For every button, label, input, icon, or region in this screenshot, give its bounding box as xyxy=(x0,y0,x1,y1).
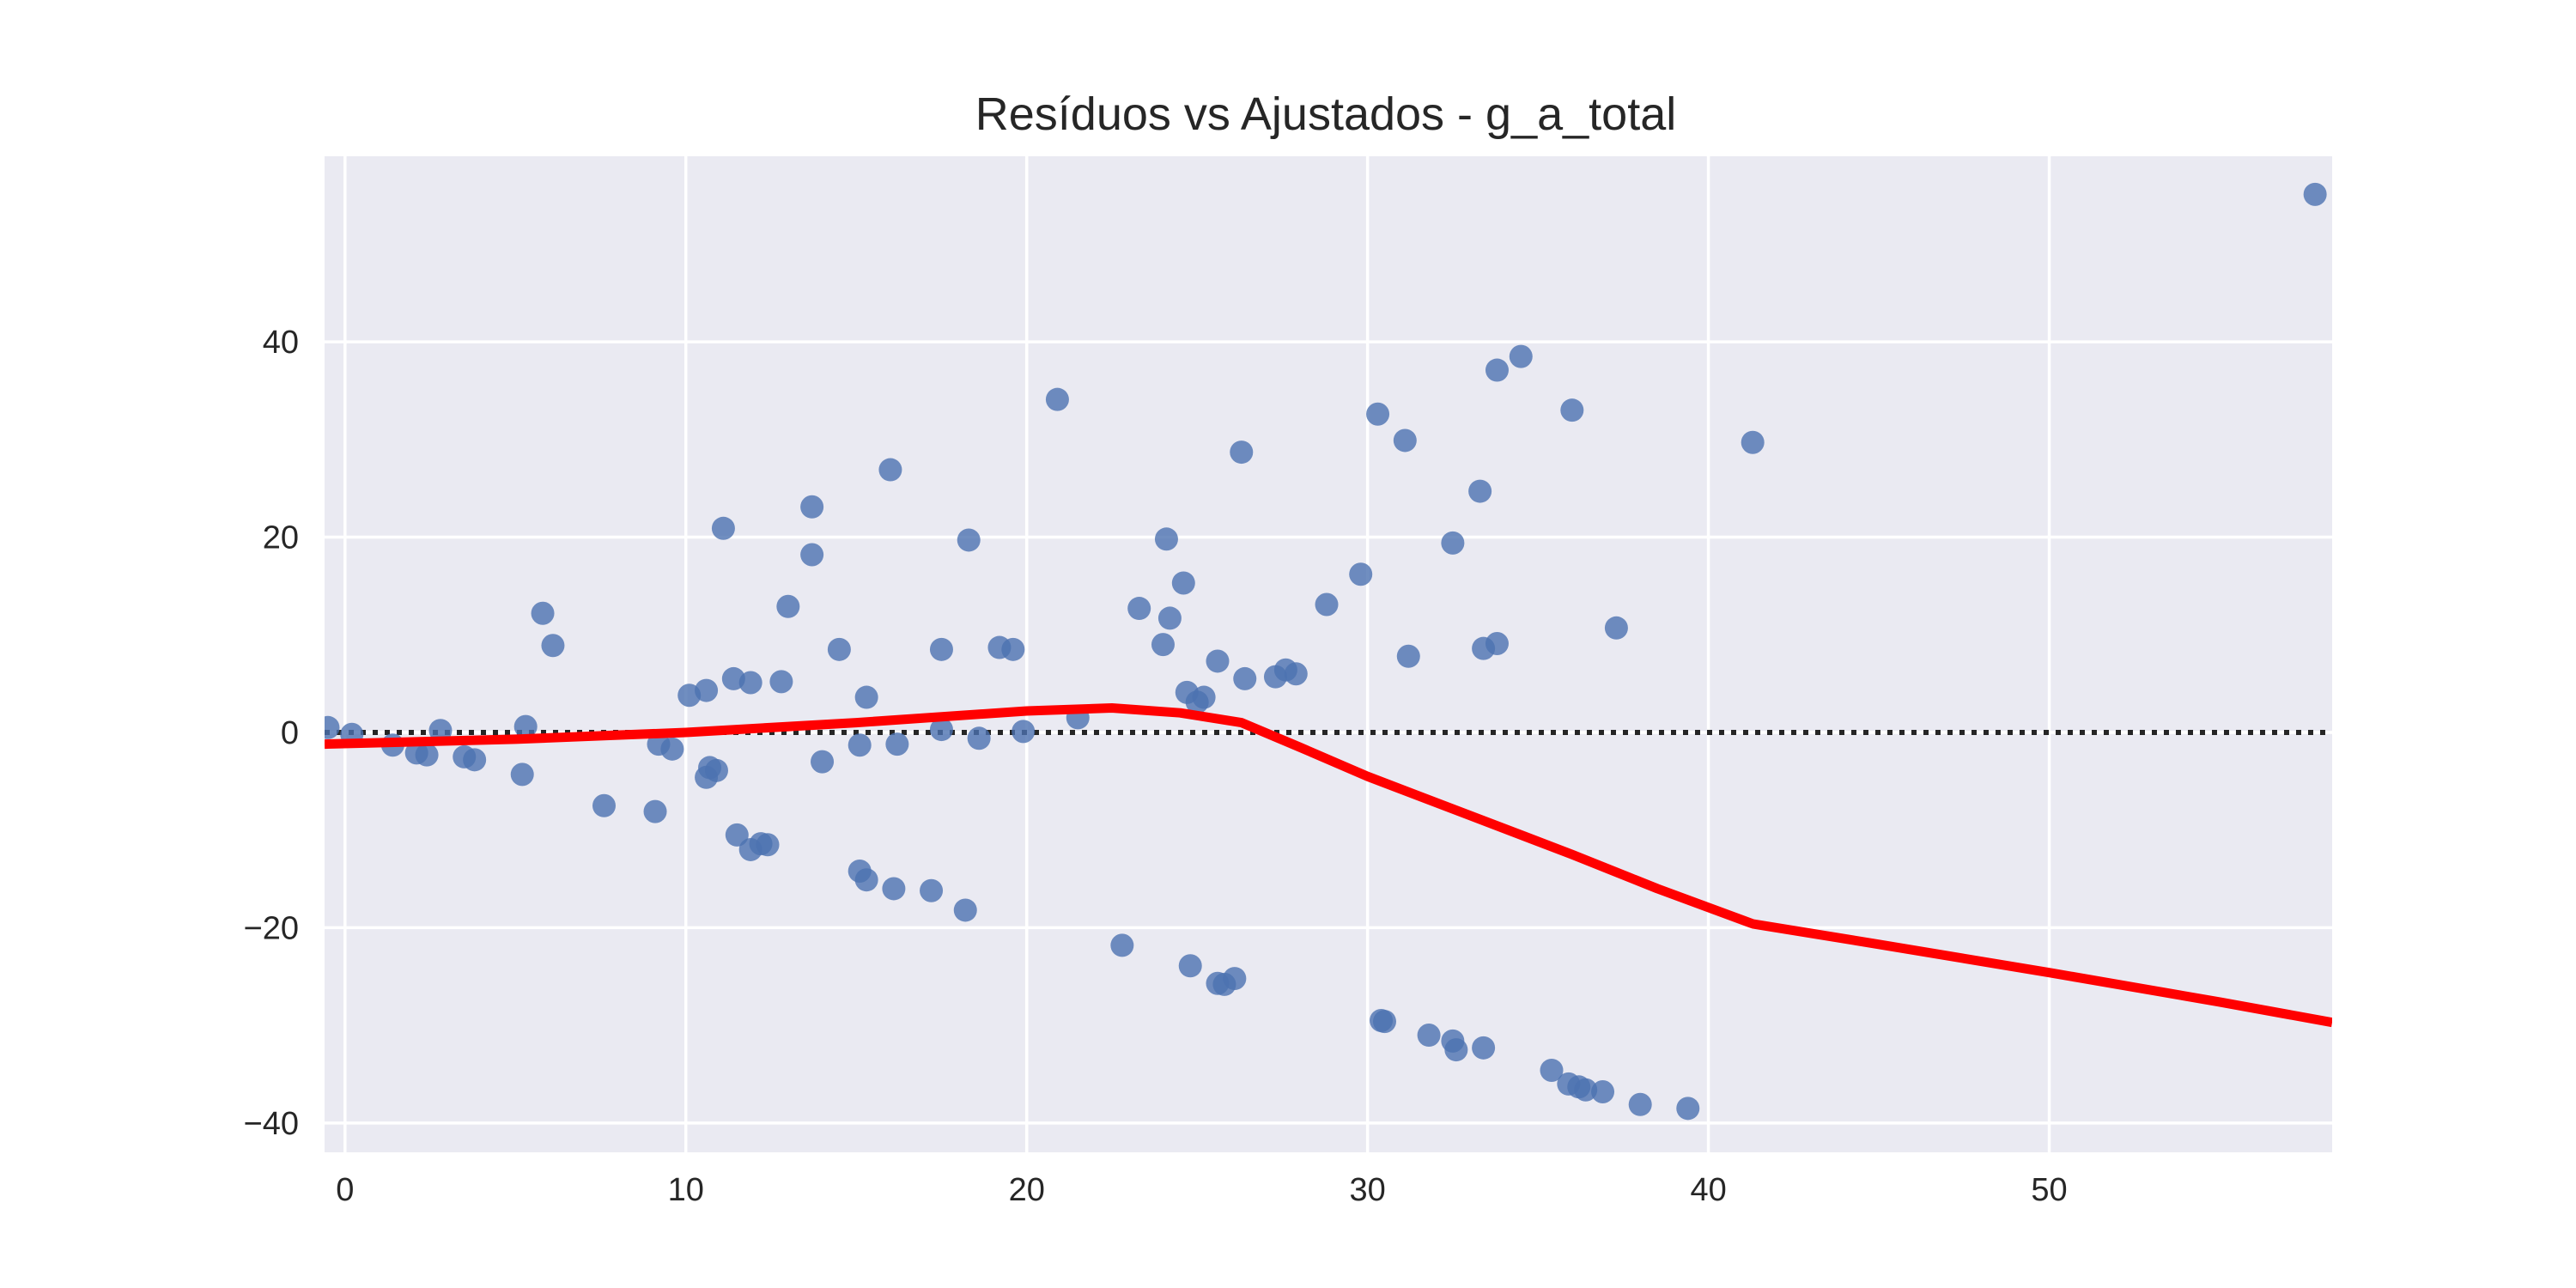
scatter-point xyxy=(695,678,719,702)
scatter-point xyxy=(415,743,439,767)
x-tick-label: 40 xyxy=(1690,1172,1726,1208)
scatter-point xyxy=(1154,527,1178,551)
x-tick-label: 50 xyxy=(2031,1172,2067,1208)
residual-points xyxy=(325,182,2327,1121)
scatter-point xyxy=(1676,1097,1700,1121)
scatter-point xyxy=(1574,1078,1598,1102)
scatter-point xyxy=(513,714,538,738)
scatter-point xyxy=(704,758,728,782)
scatter-point xyxy=(953,898,977,922)
scatter-point xyxy=(1045,387,1069,411)
scatter-point xyxy=(1396,644,1420,668)
scatter-point xyxy=(1284,662,1308,686)
scatter-point xyxy=(1485,631,1509,655)
scatter-point xyxy=(1012,720,1036,744)
scatter-point xyxy=(738,671,762,695)
scatter-point xyxy=(1127,597,1151,621)
y-tick-label: 20 xyxy=(263,520,299,556)
y-tick-label: −20 xyxy=(244,910,299,946)
scatter-point xyxy=(885,732,909,756)
scatter-point xyxy=(592,793,616,817)
y-tick-label: 40 xyxy=(263,325,299,361)
scatter-point xyxy=(848,733,872,757)
scatter-point xyxy=(1441,531,1465,555)
scatter-point xyxy=(1233,666,1257,690)
x-axis-ticks: 0 10 20 30 40 50 xyxy=(336,1172,2067,1208)
scatter-point xyxy=(510,762,534,787)
scatter-point xyxy=(1157,606,1182,630)
scatter-point xyxy=(800,543,824,567)
scatter-point xyxy=(1560,398,1584,422)
scatter-point xyxy=(725,823,749,847)
scatter-point xyxy=(428,719,453,743)
x-tick-label: 30 xyxy=(1350,1172,1386,1208)
y-tick-label: −40 xyxy=(244,1106,299,1142)
scatter-point xyxy=(541,634,565,658)
x-tick-label: 10 xyxy=(668,1172,704,1208)
scatter-point xyxy=(1417,1024,1441,1048)
scatter-point xyxy=(1206,649,1230,673)
plot-area xyxy=(325,156,2332,1152)
scatter-point xyxy=(1372,1010,1396,1034)
scatter-point xyxy=(1444,1038,1468,1062)
scatter-point xyxy=(1230,440,1254,465)
scatter-point xyxy=(878,458,902,482)
scatter-point xyxy=(711,516,735,540)
y-tick-label: 0 xyxy=(281,715,299,751)
scatter-point xyxy=(1178,954,1202,978)
scatter-point xyxy=(531,601,555,625)
scatter-point xyxy=(854,685,878,709)
x-tick-label: 20 xyxy=(1009,1172,1045,1208)
scatter-point xyxy=(957,528,981,552)
scatter-point xyxy=(1741,430,1765,454)
scatter-point xyxy=(756,833,780,857)
scatter-point xyxy=(920,878,944,902)
scatter-point xyxy=(967,726,991,750)
scatter-point xyxy=(1110,933,1134,957)
x-tick-label: 0 xyxy=(336,1172,354,1208)
scatter-point xyxy=(776,594,800,618)
scatter-point xyxy=(1468,479,1492,503)
scatter-point xyxy=(1366,402,1390,426)
scatter-point xyxy=(643,799,667,823)
scatter-point xyxy=(1485,358,1509,382)
scatter-point xyxy=(1223,967,1247,991)
scatter-point xyxy=(1349,562,1373,586)
scatter-point xyxy=(769,670,793,694)
scatter-point xyxy=(1001,637,1025,661)
scatter-point xyxy=(2303,182,2327,206)
scatter-point xyxy=(800,495,824,519)
scatter-point xyxy=(1151,633,1175,657)
scatter-point xyxy=(854,868,878,892)
scatter-point xyxy=(1540,1058,1564,1082)
lowess-line xyxy=(325,703,2332,1028)
chart-title: Resíduos vs Ajustados - g_a_total xyxy=(975,88,1677,140)
scatter-point xyxy=(660,737,684,761)
scatter-point xyxy=(1393,428,1417,453)
scatter-point xyxy=(325,715,340,739)
scatter-point xyxy=(1472,1036,1496,1060)
scatter-point xyxy=(827,637,851,661)
y-axis-ticks: −40 −20 0 20 40 xyxy=(244,325,299,1142)
scatter-point xyxy=(811,750,835,774)
scatter-point xyxy=(1509,344,1533,368)
scatter-point xyxy=(1315,592,1339,617)
scatter-point xyxy=(463,748,487,772)
scatter-point xyxy=(929,718,953,742)
scatter-point xyxy=(1192,685,1216,709)
scatter-point xyxy=(1604,616,1628,640)
scatter-point xyxy=(1628,1092,1652,1116)
scatter-point xyxy=(1591,1079,1615,1103)
lowess-trend-line xyxy=(325,703,2332,1028)
scatter-point xyxy=(929,637,953,661)
scatter-point xyxy=(882,877,906,901)
scatter-point xyxy=(1171,571,1195,595)
